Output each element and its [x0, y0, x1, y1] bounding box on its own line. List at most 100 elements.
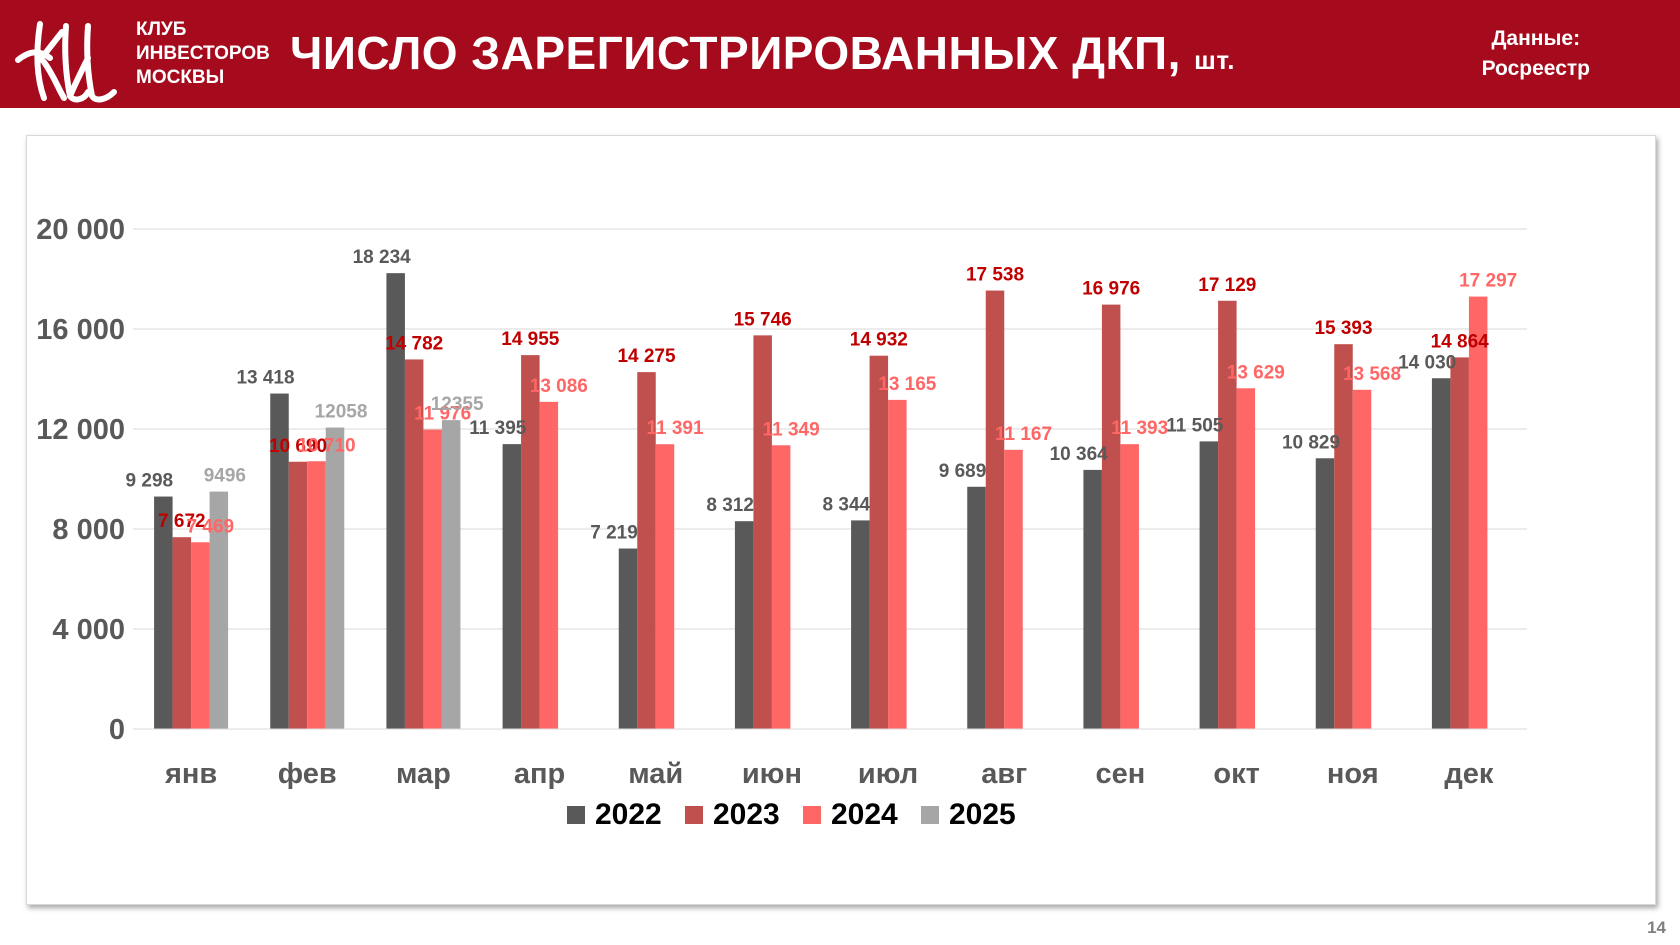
- data-label: 15 393: [1314, 318, 1372, 339]
- bar-2022-янв: [154, 496, 173, 729]
- data-label: 13 418: [236, 368, 294, 389]
- page-title-text: ЧИСЛО ЗАРЕГИСТРИРОВАННЫХ ДКП,: [290, 27, 1181, 79]
- page-number: 14: [1647, 918, 1666, 937]
- bar-2024-апр: [539, 401, 559, 729]
- bar-2023-май: [637, 372, 656, 729]
- data-label: 8 312: [706, 495, 754, 516]
- bar-2023-окт: [1218, 300, 1237, 729]
- bar-2023-дек: [1450, 357, 1469, 729]
- bar-2024-мар: [423, 429, 442, 729]
- data-label: 18 234: [353, 247, 412, 268]
- data-label: 10 690: [269, 436, 327, 457]
- bar-2022-авг: [967, 486, 986, 729]
- data-label: 14 864: [1431, 331, 1490, 352]
- data-label: 13 568: [1343, 364, 1401, 385]
- data-label: 17 129: [1198, 275, 1256, 296]
- bar-2022-ноя: [1315, 458, 1335, 729]
- data-label: 14 955: [501, 329, 560, 350]
- bar-2025-янв: [209, 491, 229, 729]
- bar-2022-май: [618, 548, 638, 729]
- bar-2025-мар: [441, 420, 461, 729]
- x-tick-label: июл: [858, 758, 918, 790]
- data-label: 7 469: [187, 516, 235, 537]
- y-tick-label: 0: [109, 714, 125, 746]
- data-label: 14 030: [1398, 352, 1456, 373]
- club-logo-icon: [15, 21, 117, 103]
- x-tick-label: сен: [1096, 758, 1146, 790]
- data-label: 16 976: [1082, 279, 1140, 300]
- bar-2022-сен: [1083, 469, 1102, 729]
- bar-2022-июл: [851, 520, 870, 729]
- data-label: 9 689: [939, 461, 987, 482]
- x-tick-label: окт: [1213, 758, 1259, 790]
- y-tick-label: 4 000: [52, 614, 125, 646]
- data-label: 10 364: [1050, 444, 1109, 465]
- club-name: КЛУБ ИНВЕСТОРОВ МОСКВЫ: [136, 18, 270, 90]
- bar-2023-июл: [869, 355, 889, 729]
- bar-2024-май: [655, 444, 675, 729]
- bar-2024-июн: [771, 445, 791, 729]
- y-tick-label: 12 000: [36, 414, 125, 446]
- data-source-label: Данные:: [1491, 27, 1581, 50]
- legend-label-2022: 2022: [595, 798, 662, 831]
- bar-2023-янв: [172, 537, 192, 729]
- legend-swatch-2023: [685, 806, 703, 824]
- data-label: 17 297: [1459, 271, 1517, 292]
- club-name-line-1: КЛУБ: [136, 19, 187, 40]
- bar-2022-окт: [1199, 441, 1219, 729]
- data-label: 10 710: [297, 435, 355, 456]
- bar-2022-фев: [270, 393, 289, 729]
- x-tick-label: май: [628, 758, 683, 790]
- x-tick-label: апр: [514, 758, 565, 790]
- bar-2023-июн: [753, 335, 772, 729]
- bar-2023-ноя: [1334, 344, 1353, 729]
- club-name-line-2: ИНВЕСТОРОВ: [136, 43, 270, 64]
- data-label: 13 086: [530, 376, 588, 397]
- data-label: 14 275: [617, 346, 676, 367]
- y-tick-label: 8 000: [52, 514, 125, 546]
- data-label: 11 391: [646, 418, 703, 439]
- data-label: 7 219: [590, 523, 638, 544]
- bar-2024-авг: [1004, 449, 1023, 729]
- data-label: 13 165: [878, 374, 937, 395]
- legend-label-2025: 2025: [949, 798, 1016, 831]
- bar-2024-ноя: [1352, 389, 1372, 729]
- bar-2024-дек: [1468, 296, 1488, 729]
- data-label: 14 932: [850, 330, 908, 351]
- data-label: 10 829: [1282, 432, 1340, 453]
- bar-2023-сен: [1101, 304, 1121, 729]
- data-label: 11 395: [469, 418, 526, 439]
- bar-2024-янв: [191, 542, 210, 729]
- data-label: 8 344: [823, 494, 871, 515]
- legend-swatch-2022: [567, 806, 585, 824]
- data-label: 11 505: [1166, 415, 1223, 436]
- y-tick-label: 20 000: [36, 214, 125, 246]
- legend-swatch-2025: [921, 806, 939, 824]
- bar-2025-фев: [325, 427, 345, 729]
- bar-2024-окт: [1236, 388, 1256, 729]
- x-tick-label: ноя: [1327, 758, 1379, 790]
- data-label: 9496: [204, 466, 246, 487]
- x-tick-label: янв: [164, 758, 217, 790]
- data-label: 17 538: [966, 265, 1024, 286]
- page-title: ЧИСЛО ЗАРЕГИСТРИРОВАННЫХ ДКП, шт.: [290, 26, 1235, 80]
- data-label: 9 298: [126, 471, 174, 492]
- bar-2022-апр: [502, 444, 522, 729]
- data-label: 11 167: [995, 424, 1052, 445]
- x-tick-label: дек: [1444, 758, 1494, 790]
- bar-2023-авг: [985, 290, 1005, 729]
- data-label: 11 976: [414, 404, 471, 425]
- bar-2024-июл: [888, 399, 907, 729]
- club-name-line-3: МОСКВЫ: [136, 67, 225, 88]
- data-label: 12355: [431, 394, 484, 415]
- bar-2023-мар: [404, 359, 424, 729]
- legend-label-2024: 2024: [831, 798, 898, 831]
- data-source-name: Росреестр: [1481, 57, 1590, 80]
- bar-2022-дек: [1431, 378, 1451, 729]
- data-label: 7 672: [158, 511, 206, 532]
- bar-2022-июн: [734, 521, 754, 729]
- page-title-unit: шт.: [1194, 45, 1236, 75]
- data-source: Данные: Росреестр: [1482, 24, 1590, 84]
